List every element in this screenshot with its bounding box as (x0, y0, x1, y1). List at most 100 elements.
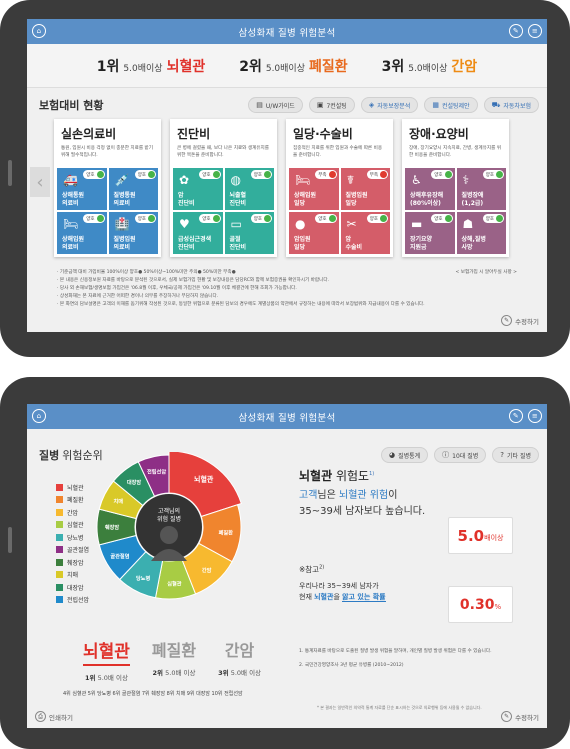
prev-arrow-icon[interactable]: ‹ (30, 167, 50, 197)
status-badge: 양호 (482, 214, 504, 223)
card-description: 장애, 장기요양시 지속치료, 간병, 생계유지를 위한 비용을 준비합니다. (409, 146, 501, 159)
tab-label: 질병통계 (398, 452, 421, 460)
person-body-icon (151, 549, 187, 561)
disease-tab-0[interactable]: ◕ 질병통계 (380, 447, 429, 463)
status-dot-icon (328, 215, 336, 222)
legend-label: 췌장암 (67, 559, 84, 567)
section-title: 보험대비 현황 (39, 99, 104, 112)
card-title: 장애·요양비 (409, 127, 469, 141)
tile-label: 장기요양 지원금 (410, 236, 433, 251)
app-title: 삼성화재 질병 위험분석 (238, 412, 336, 424)
disease-tab-2[interactable]: ? 기타 질병 (492, 447, 539, 463)
footnote-2: 2. 국민건강영양조사 3년 평균 유병률 (2010~2012) (299, 662, 404, 668)
rank-number: 2위 (239, 58, 262, 75)
risk-headline: 뇌혈관 위험도1) (299, 469, 375, 483)
coverage-tile[interactable]: ▭ 양호 골절 진단비 (224, 212, 274, 254)
status-dot-icon (444, 171, 452, 178)
tile-label: 암입원 일당 (294, 236, 311, 251)
tile-label: 암 진단비 (178, 192, 195, 207)
rank-disease: 폐질환 (309, 58, 348, 75)
ref-title: ※참고2) (299, 564, 325, 575)
pie-slice-0[interactable] (168, 452, 242, 518)
menu-icon[interactable]: ≡ (528, 409, 542, 423)
coverage-card[interactable]: 진단비 큰 병에 걸렸을 때, 보다 나은 치료와 생계유지를 위한 목돈을 준비… (170, 119, 277, 257)
tab-label: 기타 질병 (507, 452, 531, 460)
menu-icon[interactable]: ≡ (528, 24, 542, 38)
home-icon[interactable]: ⌂ (32, 409, 46, 423)
rank-item: 3위 5.0배이상 간암 (382, 56, 478, 76)
status-badge: 양호 (482, 170, 504, 179)
notes: · 기준금액 대비 가입비율 100%이상 양호● 50%이상~100%미만 주… (57, 269, 517, 309)
coverage-tile[interactable]: ⚕ 양호 질병장애 (1,2급) (456, 168, 506, 210)
toolbar-button-4[interactable]: ⛟ 자동차보험 (483, 97, 539, 113)
toolbar-icon: ▣ (316, 101, 324, 109)
note-line: · 기준금액 대비 가입비율 100%이상 양호● 50%이상~100%미만 주… (57, 270, 236, 275)
pie-label-4: 당뇨병 (136, 574, 151, 582)
status-badge: 양호 (315, 214, 337, 223)
toolbar-button-0[interactable]: ▤ U/W가이드 (248, 97, 303, 113)
note-line: · 상성화재는 본 자료에 근거한 어떠한 경이나 의무를 주장하거나 부담하지… (57, 294, 219, 300)
edit-button[interactable]: ✎ 수정하기 (501, 315, 539, 326)
toolbar-button-1[interactable]: ▣ 7컨설팅 (308, 97, 355, 113)
legend-swatch (56, 583, 63, 591)
pie-label-0: 뇌혈관 (194, 474, 214, 483)
probability-value: 0.30 (459, 596, 495, 613)
top3-diseases: 뇌혈관 1위 5.0배 이상 폐질환 2위 5.0배 이상 간암 3위 5.0배 이상 (83, 637, 261, 682)
guide-link[interactable]: < 보험가입 시 알아두실 사항 > (455, 270, 518, 275)
toolbar-button-3[interactable]: ▦ 컨설팅제안 (424, 97, 478, 113)
coverage-tile[interactable]: ♥ 양호 급성심근경색 진단비 (173, 212, 223, 254)
pie-slice-1[interactable] (198, 504, 242, 563)
edit-icon[interactable]: ✎ (509, 409, 523, 423)
coverage-tile[interactable]: 💉 양호 질병통원 의료비 (108, 168, 158, 210)
screen-disease-risk: ⌂ 삼성화재 질병 위험분석 ✎ ≡ 질병 위험순위 ◕ 질병통계 ⓘ 10대 질병?… (27, 404, 547, 728)
pill-icon: ● (295, 217, 306, 231)
legend-swatch (56, 521, 63, 529)
pie-label-9: 전립선암 (147, 467, 166, 475)
tile-label: 상해후유장해 (80%이상) (410, 192, 444, 207)
coverage-tile[interactable]: ☤ 부족 질병입원 일당 (340, 168, 390, 210)
toolbar-button-label: 7컨설팅 (326, 102, 347, 110)
pie-legend: 뇌혈관 폐질환 간암 심혈관 당뇨병 골관절염 췌장암 치매 대장암 전립선암 (56, 481, 89, 606)
scalpel-icon: ✂ (346, 217, 357, 231)
coverage-tile[interactable]: ♿ 양호 상해후유장해 (80%이상) (405, 168, 455, 210)
coverage-tile[interactable]: ▬ 양호 장기요양 지원금 (405, 212, 455, 254)
coverage-tile[interactable]: 🛏 부족 상해입원 일당 (289, 168, 339, 210)
coverage-tile[interactable]: ✿ 양호 암 진단비 (173, 168, 223, 210)
status-badge: 부족 (366, 170, 388, 179)
status-dot-icon (96, 215, 104, 222)
top-disease-name: 간암 (224, 641, 255, 660)
toolbar-button-label: 자동보장분석 (377, 102, 411, 110)
legend-item: 췌장암 (56, 556, 89, 569)
status-badge: 부족 (315, 170, 337, 179)
coverage-tile[interactable]: 🛏 양호 상해입원 의료비 (57, 212, 107, 254)
disease-tab-1[interactable]: ⓘ 10대 질병 (434, 447, 487, 463)
print-button[interactable]: ⎙ 인쇄하기 (35, 711, 73, 722)
toolbar-button-2[interactable]: ◈ 자동보장분석 (360, 97, 419, 113)
coverage-tile[interactable]: ✂ 양호 암 수술비 (340, 212, 390, 254)
card-title: 실손의료비 (61, 127, 117, 141)
status-dot-icon (496, 215, 503, 222)
edit-button[interactable]: ✎ 수정하기 (501, 711, 539, 722)
pie-label-7: 치매 (113, 497, 123, 505)
pie-slice-9[interactable] (137, 454, 170, 497)
coverage-tile[interactable]: 🏥 양호 질병입원 의료비 (108, 212, 158, 254)
tab-icon: ⓘ (442, 451, 450, 459)
coverage-card[interactable]: 일당·수술비 집중적인 치료를 위한 입원과 수술에 따른 비용을 준비합니다. 🛏… (286, 119, 393, 257)
coverage-tile[interactable]: 🚑 양호 상해통원 의료비 (57, 168, 107, 210)
top-disease-name: 뇌혈관 (83, 637, 130, 666)
tab-icon: ◕ (388, 451, 396, 459)
edit-icon[interactable]: ✎ (509, 24, 523, 38)
cells-icon: ✿ (179, 173, 190, 187)
coverage-tile[interactable]: ◍ 양호 뇌출혈 진단비 (224, 168, 274, 210)
pie-center-label: 위험 질병 (157, 515, 181, 523)
coverage-card[interactable]: 실손의료비 통원, 입원시 비용 걱정 없이 충분한 치료를 받기 위해 필수적입… (54, 119, 161, 257)
pie-label-2: 간암 (202, 566, 212, 574)
pie-slice-2[interactable] (180, 542, 233, 595)
coverage-tile[interactable]: ☗ 양호 상해,질병 사망 (456, 212, 506, 254)
home-icon[interactable]: ⌂ (32, 24, 46, 38)
tile-label: 암 수술비 (345, 236, 363, 251)
rank-item: 1위 5.0배이상 뇌혈관 (97, 56, 205, 76)
